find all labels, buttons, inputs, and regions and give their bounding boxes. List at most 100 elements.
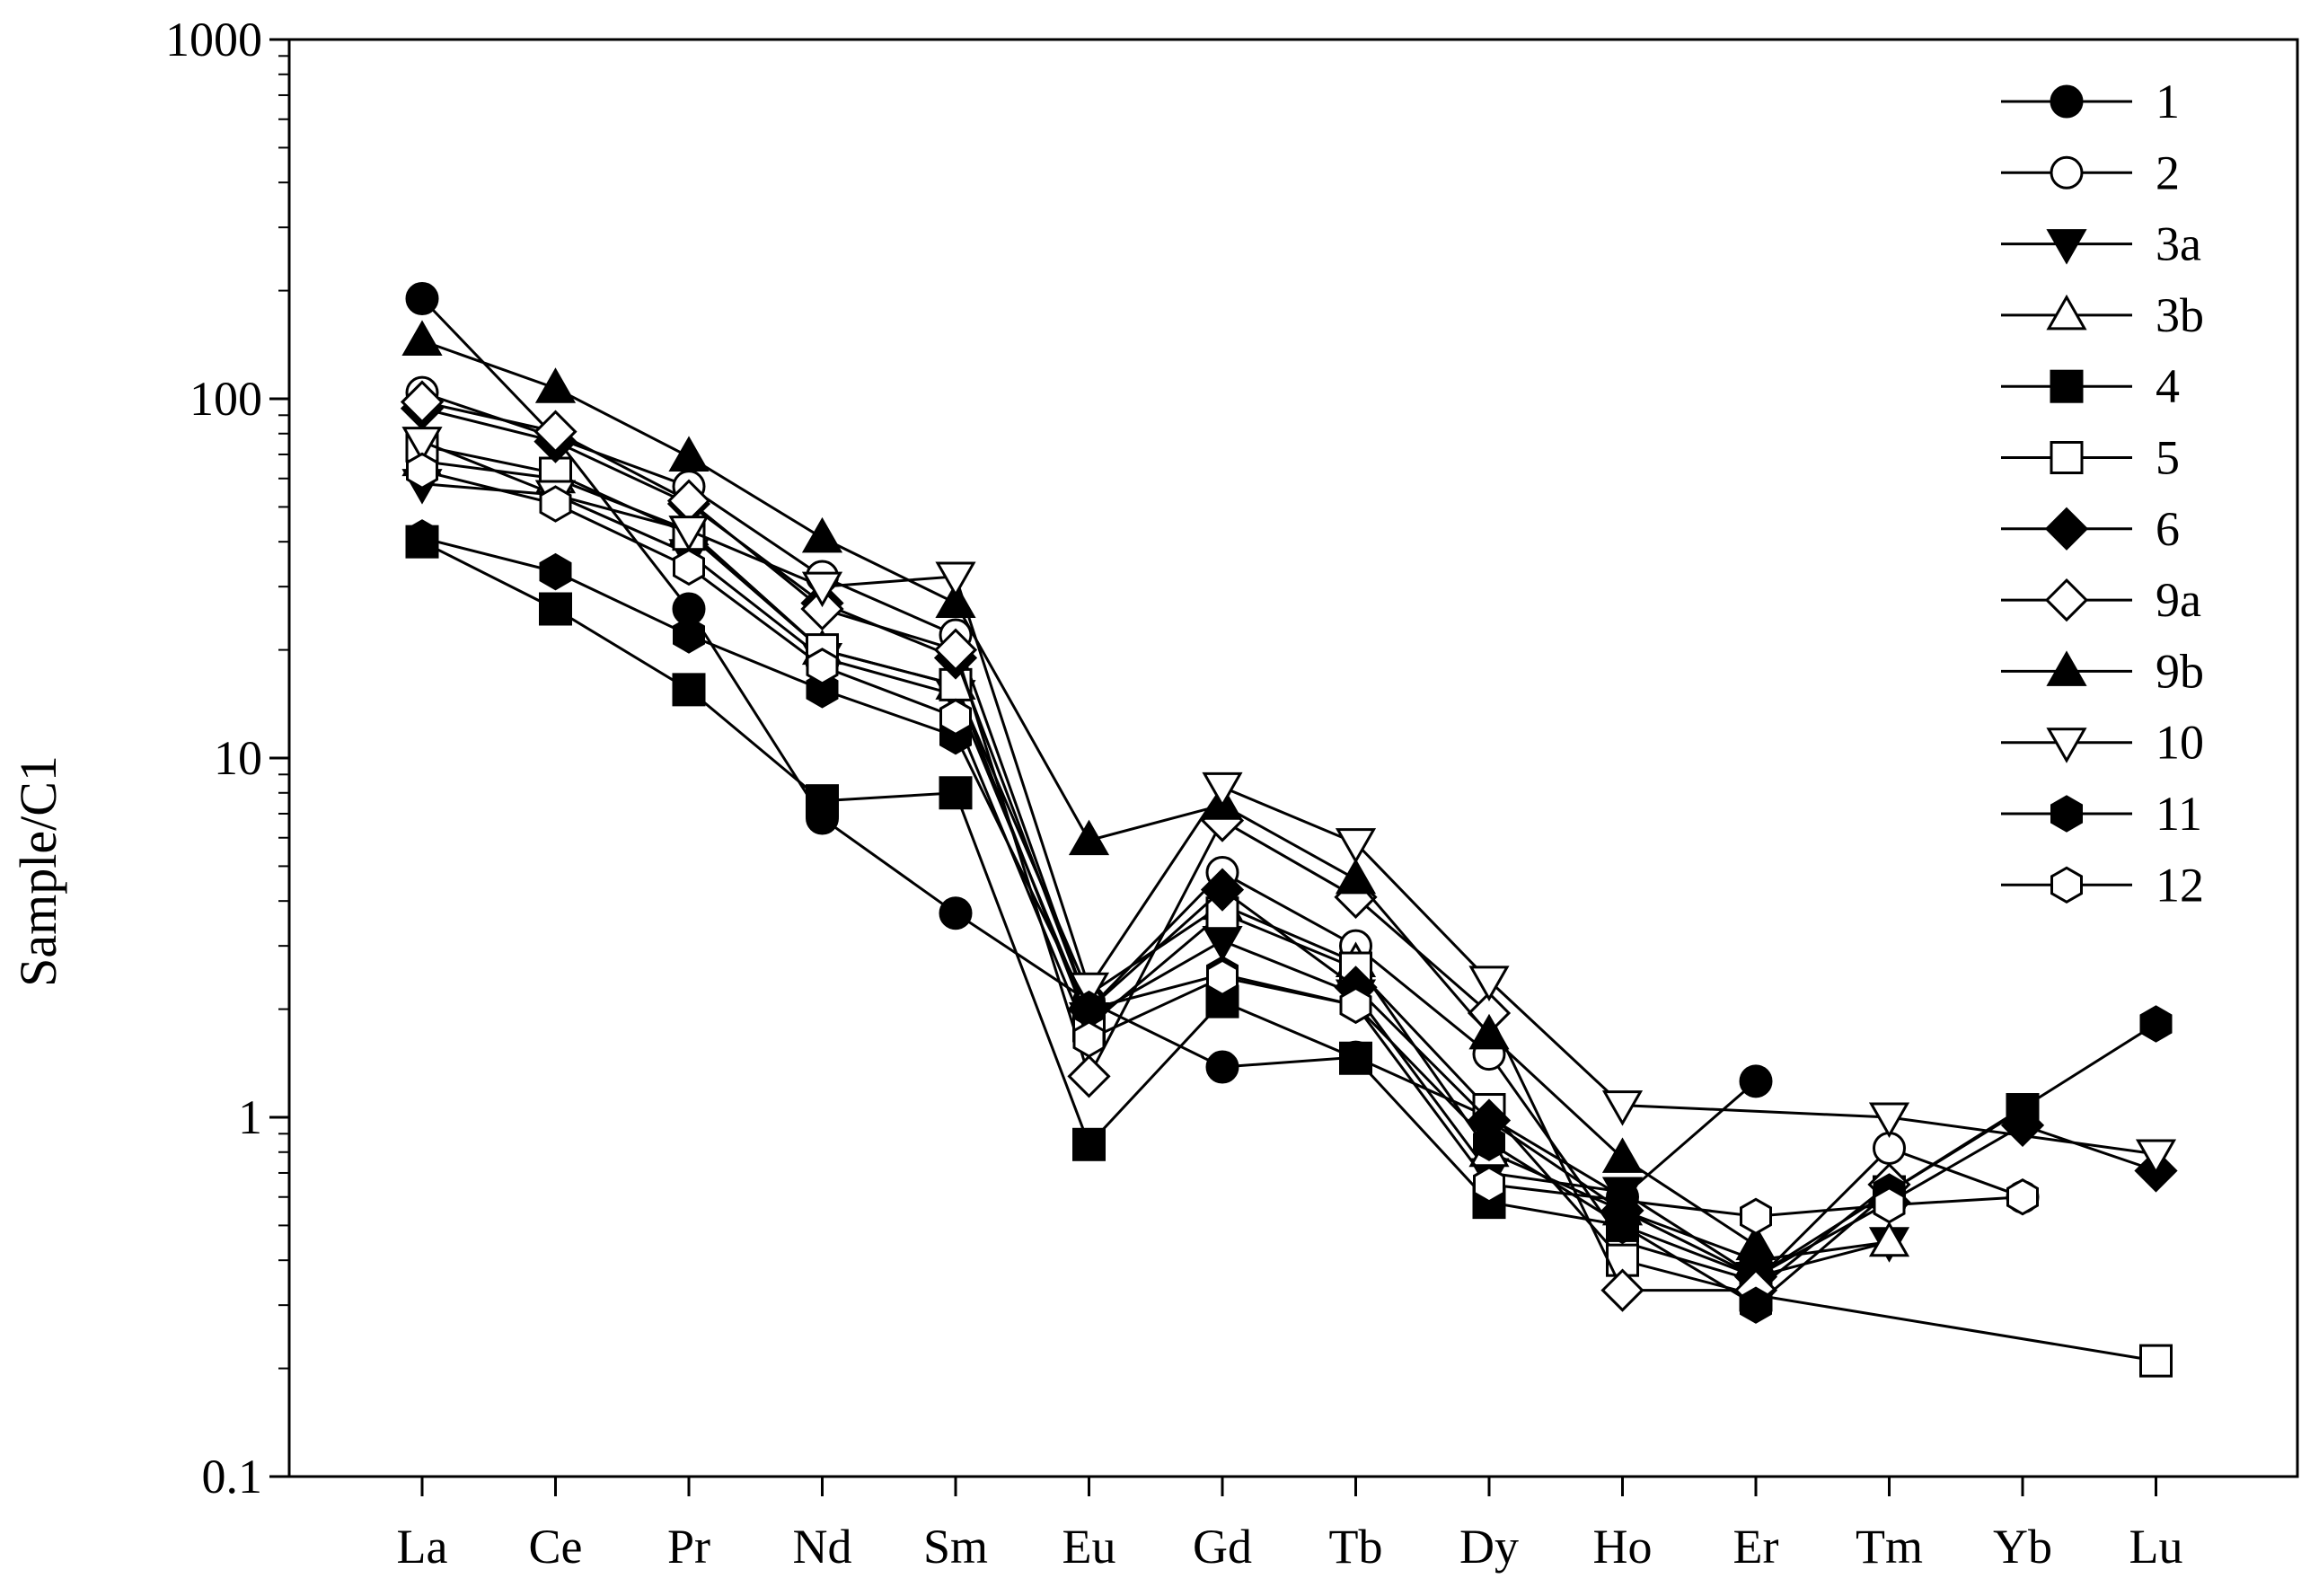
legend-item: 1: [2001, 75, 2180, 128]
series-3a: [401, 469, 1910, 1298]
data-point: [806, 671, 839, 709]
x-tick-label: Er: [1733, 1520, 1779, 1574]
legend-item: 9b: [2001, 644, 2204, 698]
data-point: [2044, 578, 2089, 622]
y-tick-label: 1: [238, 1090, 262, 1144]
data-point: [1868, 1221, 1910, 1257]
series-line-9a: [421, 401, 1891, 1292]
data-point: [2046, 727, 2087, 763]
data-point: [539, 592, 572, 626]
data-point: [1072, 1127, 1106, 1161]
x-tick-label: Yb: [1993, 1520, 2052, 1574]
data-point: [1601, 1137, 1644, 1173]
series-line-9b: [421, 339, 1757, 1247]
legend-item: 5: [2001, 431, 2180, 485]
data-point: [1335, 858, 1377, 895]
data-point: [1601, 1090, 1644, 1126]
data-point: [1473, 1124, 1505, 1161]
y-tick-label: 1000: [165, 13, 262, 66]
legend-item: 3b: [2001, 288, 2204, 342]
data-point: [1473, 1166, 1505, 1204]
series-line-12: [421, 469, 2023, 1218]
data-point: [2006, 1177, 2039, 1216]
legend-label: 10: [2156, 716, 2204, 770]
x-tick-label: Pr: [667, 1520, 710, 1574]
data-point: [401, 427, 443, 463]
data-point: [801, 516, 843, 553]
plot-frame: [287, 38, 2299, 1478]
legend-label: 6: [2156, 502, 2180, 556]
data-point: [2044, 507, 2089, 551]
data-point: [1205, 1050, 1239, 1084]
data-point: [405, 281, 439, 315]
x-tick-label: Ce: [529, 1520, 583, 1574]
series-layer: [400, 281, 2178, 1378]
series-9a: [400, 380, 1911, 1312]
legend-item: 9a: [2001, 573, 2201, 627]
legend-label: 3b: [2156, 288, 2204, 342]
data-point: [1205, 984, 1239, 1018]
legend-item: 12: [2001, 858, 2204, 912]
data-point: [673, 616, 705, 654]
data-point: [1068, 819, 1110, 856]
legend-label: 4: [2156, 359, 2180, 413]
legend-item: 6: [2001, 502, 2180, 556]
data-point: [800, 586, 844, 631]
data-point: [1072, 1020, 1106, 1058]
data-point: [406, 452, 438, 490]
data-point: [672, 673, 706, 707]
legend-label: 3a: [2156, 217, 2201, 271]
legend-item: 10: [2001, 716, 2204, 770]
data-point: [2046, 650, 2087, 686]
data-point: [668, 516, 710, 551]
data-point: [1067, 1054, 1111, 1098]
data-point: [1335, 828, 1377, 864]
data-point: [1600, 1268, 1644, 1312]
data-point: [2050, 84, 2084, 119]
legend-item: 4: [2001, 359, 2180, 413]
legend-item: 3a: [2001, 217, 2201, 271]
data-point: [1468, 966, 1510, 1001]
legend-label: 9a: [2156, 573, 2201, 627]
y-tick-label: 100: [190, 372, 262, 426]
series-3b: [401, 440, 1910, 1275]
legend-label: 1: [2156, 75, 2180, 128]
data-point: [935, 561, 976, 597]
data-point: [939, 776, 973, 810]
series-5: [405, 428, 2173, 1378]
data-point: [1200, 868, 1245, 912]
data-point: [534, 367, 577, 403]
x-tick-label: Tb: [1329, 1520, 1383, 1574]
series-line-3a: [421, 482, 1890, 1279]
data-point: [539, 485, 572, 523]
data-point: [2050, 866, 2083, 904]
data-point: [1739, 1064, 1773, 1098]
data-point: [2050, 441, 2084, 474]
data-point: [2050, 155, 2084, 190]
data-point: [1606, 1206, 1639, 1245]
legend-label: 5: [2156, 431, 2180, 485]
legend-label: 11: [2156, 787, 2202, 841]
data-point: [401, 320, 443, 356]
x-tick-label: Eu: [1062, 1520, 1116, 1574]
data-point: [939, 698, 972, 736]
series-line-5: [421, 444, 2156, 1362]
data-point: [539, 552, 572, 591]
legend-label: 9b: [2156, 644, 2204, 698]
series-9b: [401, 320, 1777, 1261]
x-tick-label: Tm: [1856, 1520, 1923, 1574]
data-point: [1873, 1186, 1906, 1224]
legend-label: 2: [2156, 145, 2180, 199]
data-point: [801, 571, 843, 608]
x-tick-label: La: [397, 1520, 448, 1574]
data-point: [1202, 772, 1243, 808]
series-line-3b: [421, 460, 1890, 1262]
data-point: [1339, 986, 1372, 1025]
x-tick-label: Lu: [2129, 1520, 2183, 1574]
data-point: [668, 436, 710, 472]
x-tick-label: Nd: [793, 1520, 852, 1574]
data-point: [1868, 1102, 1910, 1139]
series-10: [401, 427, 2177, 1175]
legend-label: 12: [2156, 858, 2204, 912]
